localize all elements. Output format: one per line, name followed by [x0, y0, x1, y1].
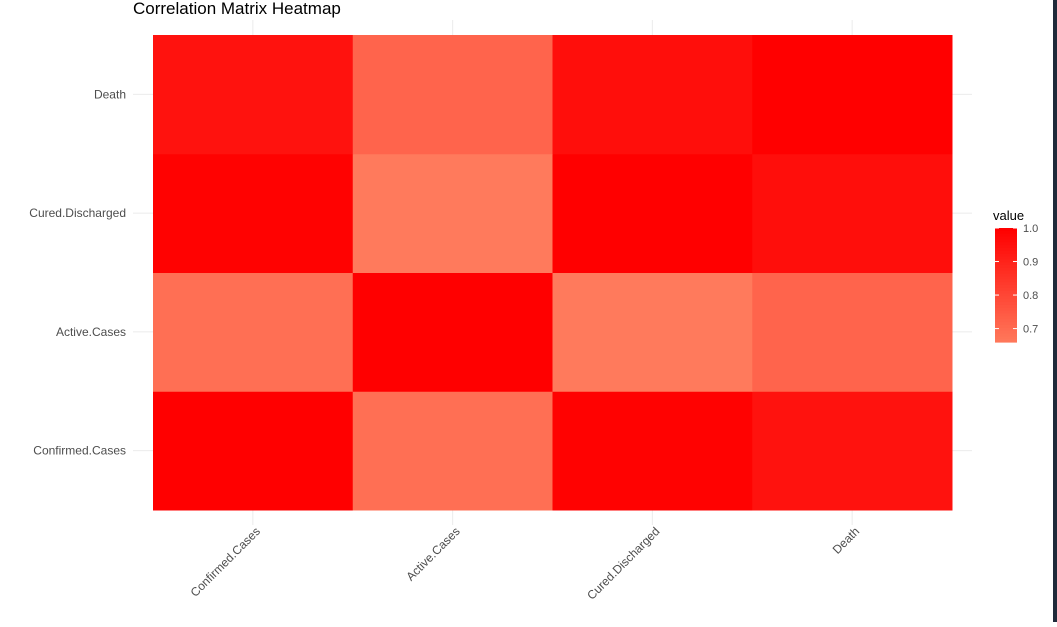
legend-gradient-step — [995, 293, 1017, 297]
legend-gradient-step — [995, 236, 1017, 240]
heatmap-cell — [752, 391, 953, 511]
heatmap-cell — [352, 272, 553, 392]
y-axis: Confirmed.Cases Active.Cases Cured.Dischar… — [29, 87, 126, 457]
x-tick-label: Confirmed.Cases — [188, 524, 263, 599]
legend-gradient-step — [995, 290, 1017, 295]
legend-gradient-step — [995, 316, 1017, 320]
window-edge — [1053, 0, 1057, 622]
heatmap-cell — [352, 153, 553, 273]
legend-gradient-step — [995, 313, 1017, 317]
legend-title: value — [993, 208, 1024, 223]
legend-gradient-step — [995, 256, 1017, 260]
legend-gradient-step — [995, 327, 1017, 332]
legend-gradient-step — [995, 296, 1017, 300]
legend-gradient-step — [995, 324, 1017, 329]
legend-gradient-step — [995, 267, 1017, 272]
y-tick-label: Confirmed.Cases — [33, 444, 126, 458]
heatmap-cell — [552, 35, 753, 155]
legend-gradient-step — [995, 319, 1017, 323]
legend-gradient-step — [995, 273, 1017, 278]
legend-gradient-step — [995, 250, 1017, 255]
legend-gradient-step — [995, 279, 1017, 283]
y-tick-label: Cured.Discharged — [29, 206, 126, 220]
heatmap-cell — [552, 391, 753, 511]
x-axis: Confirmed.Cases Active.Cases Cured.Dischar… — [188, 524, 863, 602]
x-tick-label: Active.Cases — [403, 524, 462, 583]
legend-gradient-step — [995, 330, 1017, 335]
y-tick-label: Death — [94, 87, 126, 101]
heatmap-cell — [153, 153, 354, 273]
heatmap-cell — [552, 272, 753, 392]
legend-gradient-step — [995, 270, 1017, 275]
legend-gradient-step — [995, 336, 1017, 340]
legend-gradient-step — [995, 302, 1017, 306]
legend-gradient-step — [995, 245, 1017, 249]
legend-tick-label: 1.0 — [1023, 223, 1038, 235]
legend-gradient-step — [995, 259, 1017, 263]
legend-gradient-step — [995, 233, 1017, 238]
legend-gradient-step — [995, 287, 1017, 292]
legend-gradient-step — [995, 253, 1017, 258]
legend-tick-label: 0.8 — [1023, 290, 1038, 302]
legend-gradient-step — [995, 247, 1017, 252]
legend-gradient-step — [995, 276, 1017, 280]
y-tick-label: Active.Cases — [56, 325, 126, 339]
heatmap-cell — [752, 153, 953, 273]
x-tick-label: Cured.Discharged — [584, 524, 662, 602]
legend-gradient-step — [995, 242, 1017, 246]
legend-gradient-step — [995, 239, 1017, 243]
legend-gradient-step — [995, 285, 1017, 289]
x-tick-label: Death — [830, 524, 863, 557]
heatmap-cell — [352, 391, 553, 511]
heatmap-cell — [352, 35, 553, 155]
heatmap-cell — [153, 272, 354, 392]
legend-tick-label: 0.7 — [1023, 324, 1038, 336]
legend-gradient-step — [995, 304, 1017, 309]
legend-gradient-step — [995, 307, 1017, 312]
legend-gradient-step — [995, 262, 1017, 266]
heatmap-cell — [153, 391, 354, 511]
legend-gradient-step — [995, 230, 1017, 235]
legend-gradient-step — [995, 282, 1017, 286]
color-legend: value 1.0 0.9 0.8 0.7 — [993, 208, 1038, 343]
heatmap-cell — [752, 272, 953, 392]
legend-gradient-step — [995, 265, 1017, 269]
legend-gradient-step — [995, 310, 1017, 315]
legend-gradient-step — [995, 339, 1017, 343]
heatmap-tiles — [153, 35, 953, 511]
legend-gradient-step — [995, 322, 1017, 326]
legend-gradient-step — [995, 299, 1017, 303]
legend-gradient-step — [995, 333, 1017, 337]
heatmap-cell — [153, 35, 354, 155]
heatmap-cell — [552, 153, 753, 273]
legend-gradient-step — [995, 228, 1017, 232]
chart-title: Correlation Matrix Heatmap — [133, 0, 341, 18]
legend-tick-label: 0.9 — [1023, 257, 1038, 269]
heatmap-cell — [752, 35, 953, 155]
